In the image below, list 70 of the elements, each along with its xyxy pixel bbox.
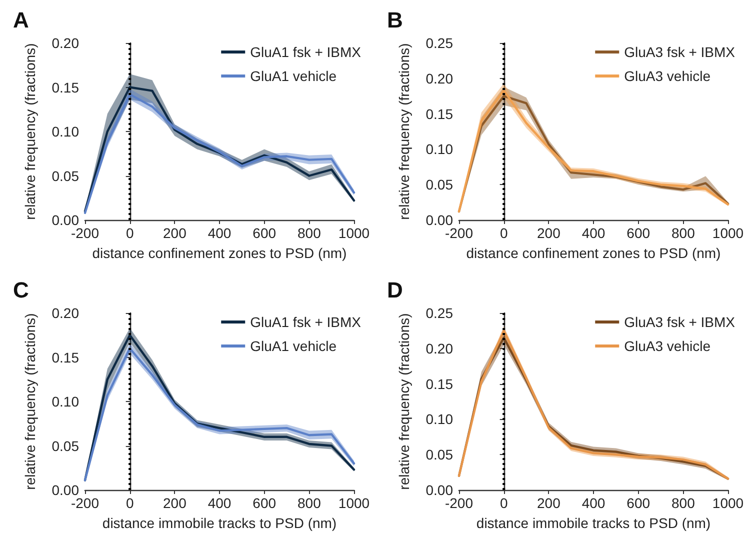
x-tick-label: 600 (252, 225, 276, 241)
x-axis-title: distance confinement zones to PSD (nm) (92, 245, 347, 261)
x-tick-label: 200 (162, 495, 187, 511)
x-tick-label: 1000 (712, 495, 744, 511)
x-axis-title: distance immobile tracks to PSD (nm) (476, 515, 711, 531)
legend-label: GluA3 vehicle (624, 338, 711, 354)
x-tick-label: 200 (162, 225, 187, 241)
y-tick-label: 0.10 (426, 141, 454, 158)
x-tick-label: 800 (671, 225, 696, 241)
y-tick-label: 0.00 (426, 212, 454, 228)
x-tick-label: 1000 (338, 495, 370, 511)
y-axis-title: relative frequency (fractions) (396, 43, 412, 220)
y-tick-label: 0.05 (52, 438, 80, 454)
x-tick-label: -200 (444, 225, 474, 241)
y-tick-label: 0.05 (52, 168, 80, 184)
y-tick-label: 0.10 (52, 394, 80, 410)
x-tick-label: 200 (536, 495, 561, 511)
legend-label: GluA3 vehicle (624, 68, 711, 84)
x-tick-label: 0 (126, 495, 134, 511)
y-tick-label: 0.20 (426, 340, 454, 356)
legend-label: GluA1 fsk + IBMX (250, 314, 362, 330)
x-tick-label: 400 (582, 225, 606, 241)
x-tick-label: -200 (70, 495, 100, 511)
y-tick-label: 0.20 (52, 35, 80, 51)
x-tick-label: 400 (208, 495, 232, 511)
x-tick-label: 0 (126, 225, 134, 241)
y-tick-label: 0.00 (426, 482, 454, 498)
y-tick-label: 0.10 (52, 124, 80, 140)
x-tick-label: 800 (297, 225, 322, 241)
x-tick-label: 1000 (712, 225, 744, 241)
y-axis-title: relative frequency (fractions) (22, 313, 38, 490)
y-tick-label: 0.25 (426, 35, 454, 51)
x-tick-label: 600 (626, 495, 650, 511)
x-tick-label: -200 (70, 225, 100, 241)
y-axis-title: relative frequency (fractions) (396, 313, 412, 490)
legend-label: GluA1 vehicle (250, 68, 337, 84)
legend-label: GluA1 vehicle (250, 338, 337, 354)
chart-title: C (13, 278, 29, 302)
x-tick-label: 800 (297, 495, 322, 511)
x-tick-label: 0 (500, 495, 508, 511)
y-tick-label: 0.15 (426, 106, 454, 122)
legend-label: GluA1 fsk + IBMX (250, 44, 362, 60)
legend-label: GluA3 fsk + IBMX (624, 44, 736, 60)
y-tick-label: 0.00 (52, 212, 80, 228)
x-tick-label: 600 (626, 225, 650, 241)
y-tick-label: 0.05 (426, 446, 454, 463)
x-axis-title: distance immobile tracks to PSD (nm) (102, 515, 337, 531)
y-tick-label: 0.05 (426, 176, 454, 193)
y-tick-label: 0.25 (426, 305, 454, 321)
x-tick-label: 400 (582, 495, 606, 511)
legend-label: GluA3 fsk + IBMX (624, 314, 736, 330)
chart-title: B (387, 8, 403, 32)
y-tick-label: 0.10 (426, 411, 454, 428)
chart-title: D (387, 278, 403, 302)
y-tick-label: 0.15 (426, 376, 454, 392)
x-tick-label: 0 (500, 225, 508, 241)
y-axis-title: relative frequency (fractions) (22, 43, 38, 220)
x-tick-label: 600 (252, 495, 276, 511)
x-tick-label: 1000 (338, 225, 370, 241)
x-tick-label: 200 (536, 225, 561, 241)
x-axis-title: distance confinement zones to PSD (nm) (466, 245, 721, 261)
x-tick-label: -200 (444, 495, 474, 511)
x-tick-label: 400 (208, 225, 232, 241)
y-tick-label: 0.00 (52, 482, 80, 498)
y-tick-label: 0.20 (426, 70, 454, 86)
x-tick-label: 800 (671, 495, 696, 511)
y-tick-label: 0.15 (52, 349, 80, 366)
chart-title: A (13, 8, 29, 32)
y-tick-label: 0.20 (52, 305, 80, 321)
y-tick-label: 0.15 (52, 79, 80, 96)
